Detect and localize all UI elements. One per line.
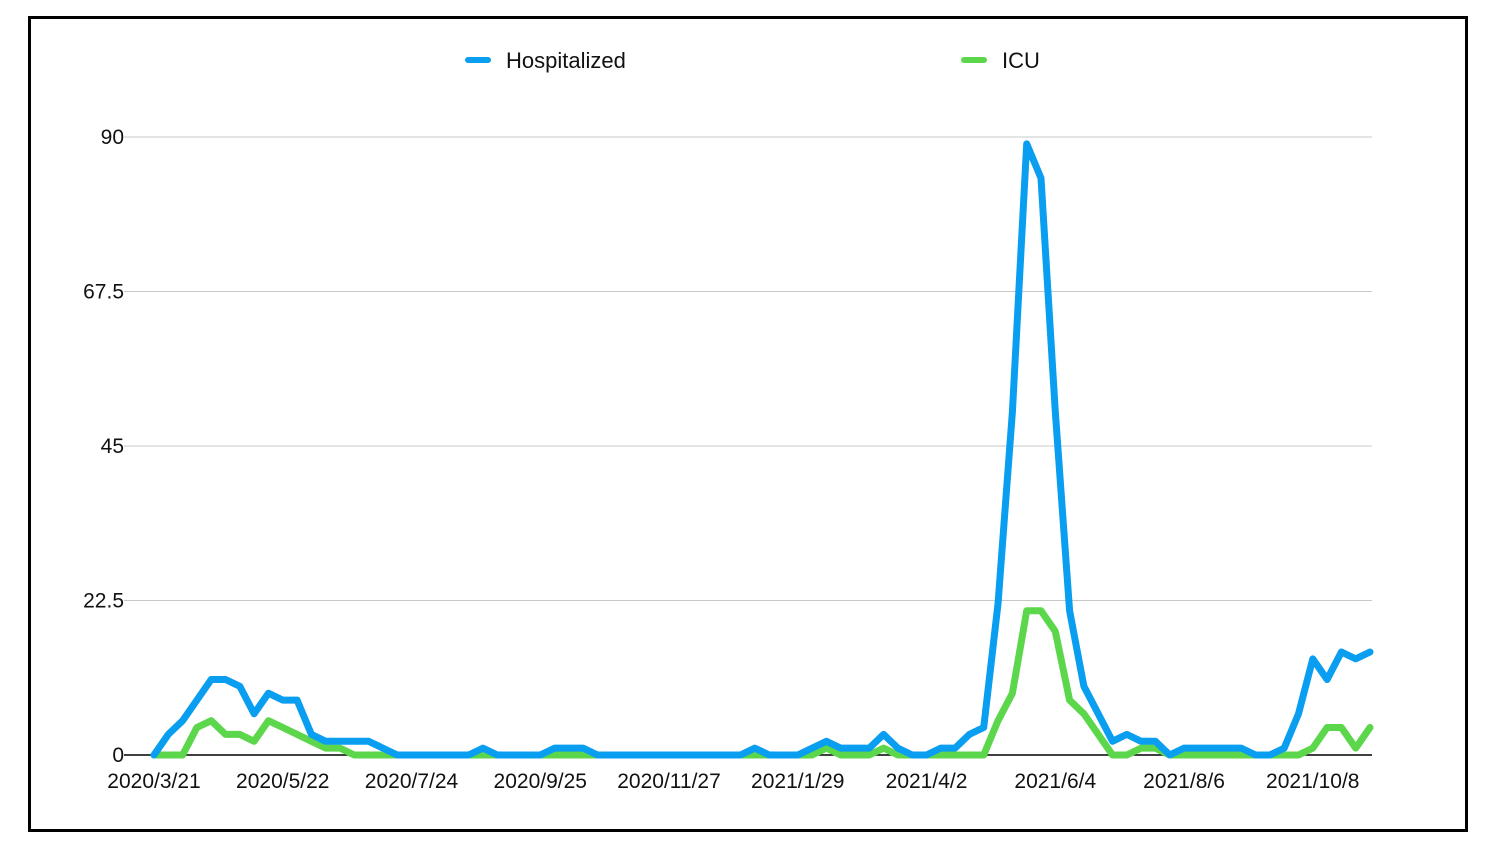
y-tick-label: 0 <box>112 744 124 767</box>
y-tick-label: 22.5 <box>83 590 124 613</box>
y-tick-label: 45 <box>101 435 124 458</box>
gridlines <box>124 136 1372 601</box>
x-axis-tick-labels: 2020/3/21 2020/5/22 2020/7/24 2020/9/25 2020… <box>107 770 1359 793</box>
x-tick-label: 2020/5/22 <box>236 770 329 793</box>
x-tick-label: 2020/7/24 <box>365 770 459 793</box>
legend: Hospitalized ICU <box>465 48 1040 73</box>
y-axis-tick-labels: 0 22.5 45 67.5 90 <box>83 126 124 767</box>
legend-label-hospitalized: Hospitalized <box>506 48 626 73</box>
x-tick-label: 2021/10/8 <box>1266 770 1359 793</box>
legend-label-icu: ICU <box>1002 48 1040 73</box>
series-line-hospitalized <box>150 140 1374 759</box>
x-tick-label: 2021/4/2 <box>886 770 968 793</box>
series-lines <box>150 140 1374 759</box>
x-tick-label: 2020/3/21 <box>107 770 200 793</box>
x-tick-label: 2020/11/27 <box>617 770 721 793</box>
y-tick-label: 90 <box>101 126 124 149</box>
x-tick-label: 2021/8/6 <box>1143 770 1225 793</box>
x-tick-label: 2021/6/4 <box>1014 770 1096 793</box>
x-tick-label: 2021/1/29 <box>751 770 844 793</box>
y-tick-label: 67.5 <box>83 281 124 304</box>
series-line-icu <box>150 607 1374 759</box>
x-tick-label: 2020/9/25 <box>494 770 587 793</box>
